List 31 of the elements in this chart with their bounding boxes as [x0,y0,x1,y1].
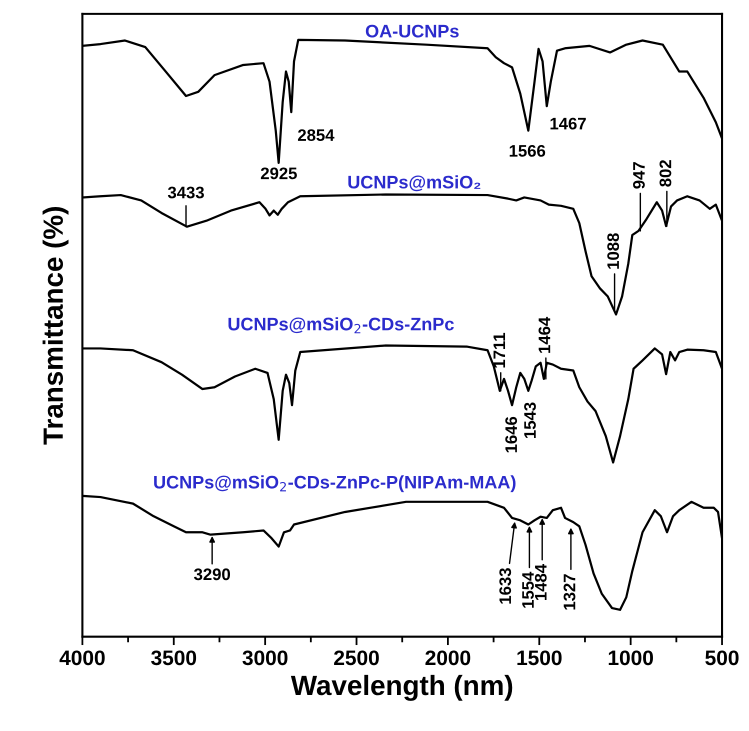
annotation: 1566 [510,144,546,157]
x-tick-label: 1000 [608,650,653,666]
series-label: UCNPs@mSiO$_{2}$-CDs-ZnPc-P(NIPAm-MAA) [154,475,516,492]
annotation: 1467 [550,118,586,130]
annotation: 1646 [505,416,518,452]
annotation: 1327 [564,574,576,610]
series-label: UCNPs@mSiO₂ [348,175,480,192]
x-axis-title: Wavelength (nm) [290,674,512,701]
series-label: UCNPs@mSiO$_{2}$-CDs-ZnPc [228,317,454,334]
annotation: 1633 [499,568,512,604]
series-label: OA-UCNPs [366,24,459,38]
annotation: 1464 [538,316,550,353]
annotation: 1543 [524,402,536,438]
x-tick-label: 1500 [517,650,562,666]
annotation: 1484 [534,564,547,600]
x-tick-label: 4000 [60,650,105,666]
x-tick-label: 2000 [425,650,470,666]
x-tick-label: 3500 [151,650,196,666]
annotation: 947 [633,162,645,189]
x-tick-label: 3000 [242,650,288,666]
annotation: 3290 [194,568,230,580]
annotation: 802 [660,160,672,187]
annotation: 1554 [522,572,534,608]
x-tick-label: 2500 [334,650,379,666]
annotation: 2925 [260,167,297,180]
annotation: 2854 [298,129,334,142]
x-tick-label: 500 [705,650,739,666]
annotation: 3433 [168,186,204,198]
y-axis-title: Transmittance (%) [42,207,68,445]
annotation: 1088 [607,233,620,269]
annotation: 1711 [494,332,506,368]
